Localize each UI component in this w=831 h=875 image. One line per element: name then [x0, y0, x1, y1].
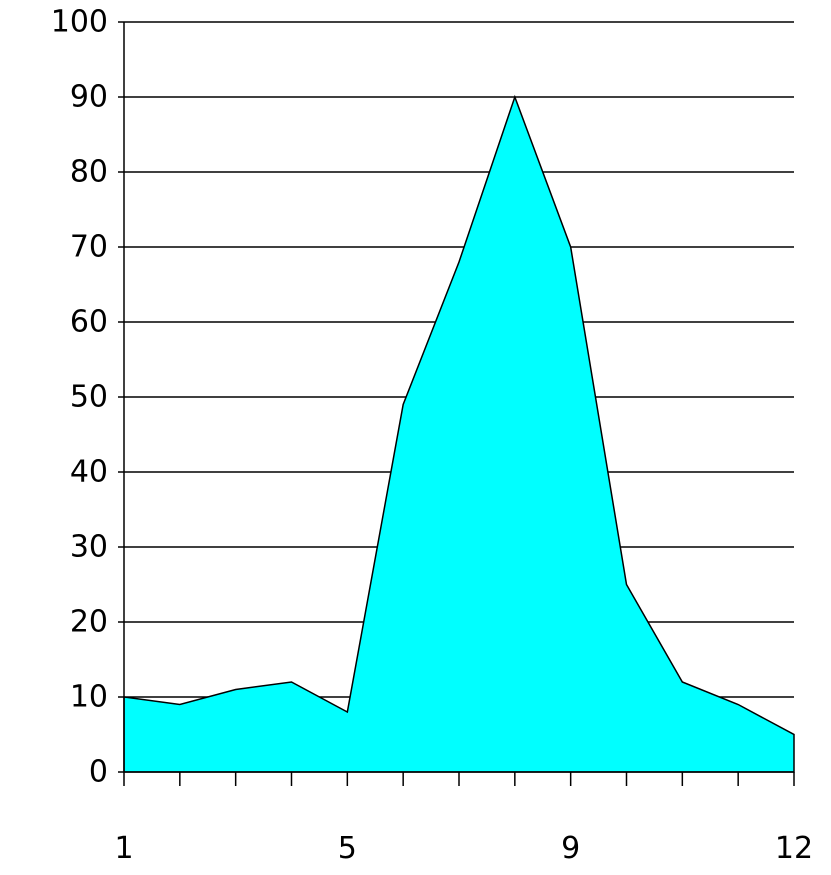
x-tick-label: 12 — [775, 831, 813, 866]
y-tick-label: 70 — [70, 230, 108, 265]
y-tick-label: 0 — [89, 755, 108, 790]
y-tick-label: 90 — [70, 80, 108, 115]
series-area — [123, 94, 795, 773]
y-tick-label: 100 — [51, 5, 108, 40]
y-tick-label: 20 — [70, 605, 108, 640]
y-tick-label: 50 — [70, 380, 108, 415]
x-tick-label: 5 — [338, 831, 357, 866]
y-tick-label: 60 — [70, 305, 108, 340]
y-tick-label: 30 — [70, 530, 108, 565]
y-tick-labels: 0 10 20 30 40 50 60 70 80 90 100 — [51, 5, 108, 790]
area-series — [123, 94, 795, 773]
x-tick-label: 9 — [561, 831, 580, 866]
y-tick-label: 10 — [70, 680, 108, 715]
y-tick-label: 80 — [70, 155, 108, 190]
x-tick-labels: 1 5 9 12 — [114, 831, 813, 866]
y-tick-label: 40 — [70, 455, 108, 490]
axes — [118, 21, 795, 786]
x-tick-label: 1 — [114, 831, 133, 866]
